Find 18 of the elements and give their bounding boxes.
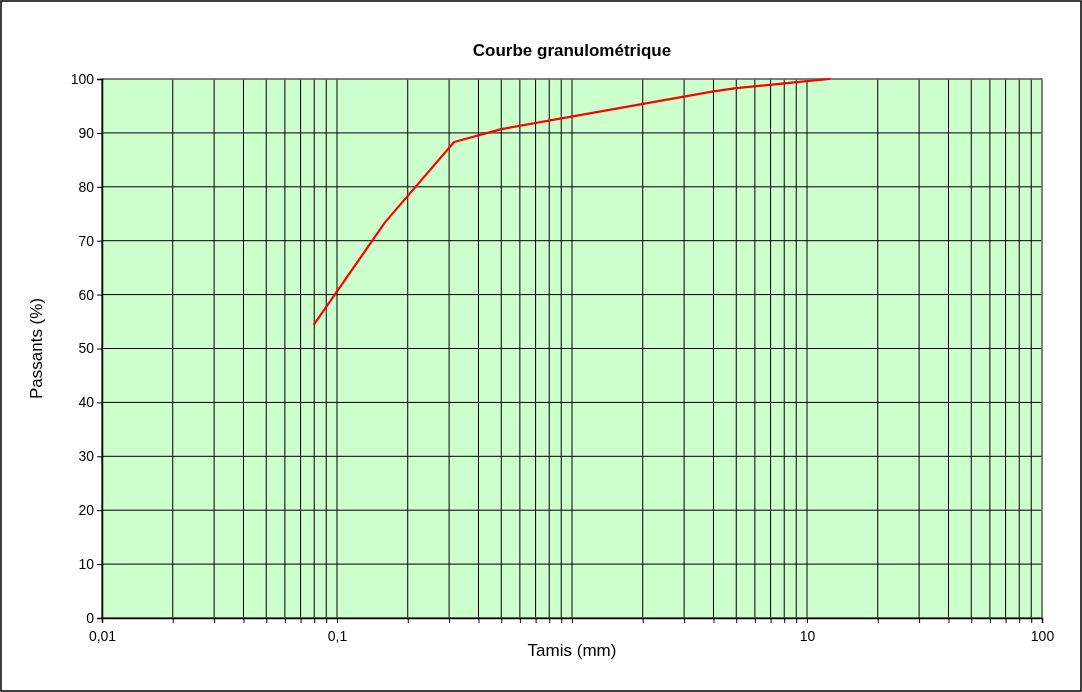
y-tick-label: 10	[78, 556, 95, 573]
y-tick-label: 60	[78, 286, 95, 303]
chart-title: Courbe granulométrique	[472, 41, 672, 60]
x-axis-title: Tamis (mm)	[527, 641, 617, 660]
y-tick-label: 100	[70, 70, 95, 87]
y-tick-label: 20	[78, 502, 95, 519]
y-tick-label: 90	[78, 124, 95, 141]
y-tick-label: 40	[78, 394, 95, 411]
x-tick-label: 0,01	[88, 627, 117, 644]
x-tick-label: 10	[799, 627, 816, 644]
x-tick-label: 0,1	[327, 627, 348, 644]
y-tick-label: 30	[78, 448, 95, 465]
y-tick-label: 0	[86, 609, 95, 626]
y-axis-title: Passants (%)	[27, 297, 46, 400]
x-tick-label: 100	[1030, 627, 1055, 644]
y-tick-label: 70	[78, 232, 95, 249]
y-tick-label: 50	[78, 340, 95, 357]
y-tick-label: 80	[78, 178, 95, 195]
